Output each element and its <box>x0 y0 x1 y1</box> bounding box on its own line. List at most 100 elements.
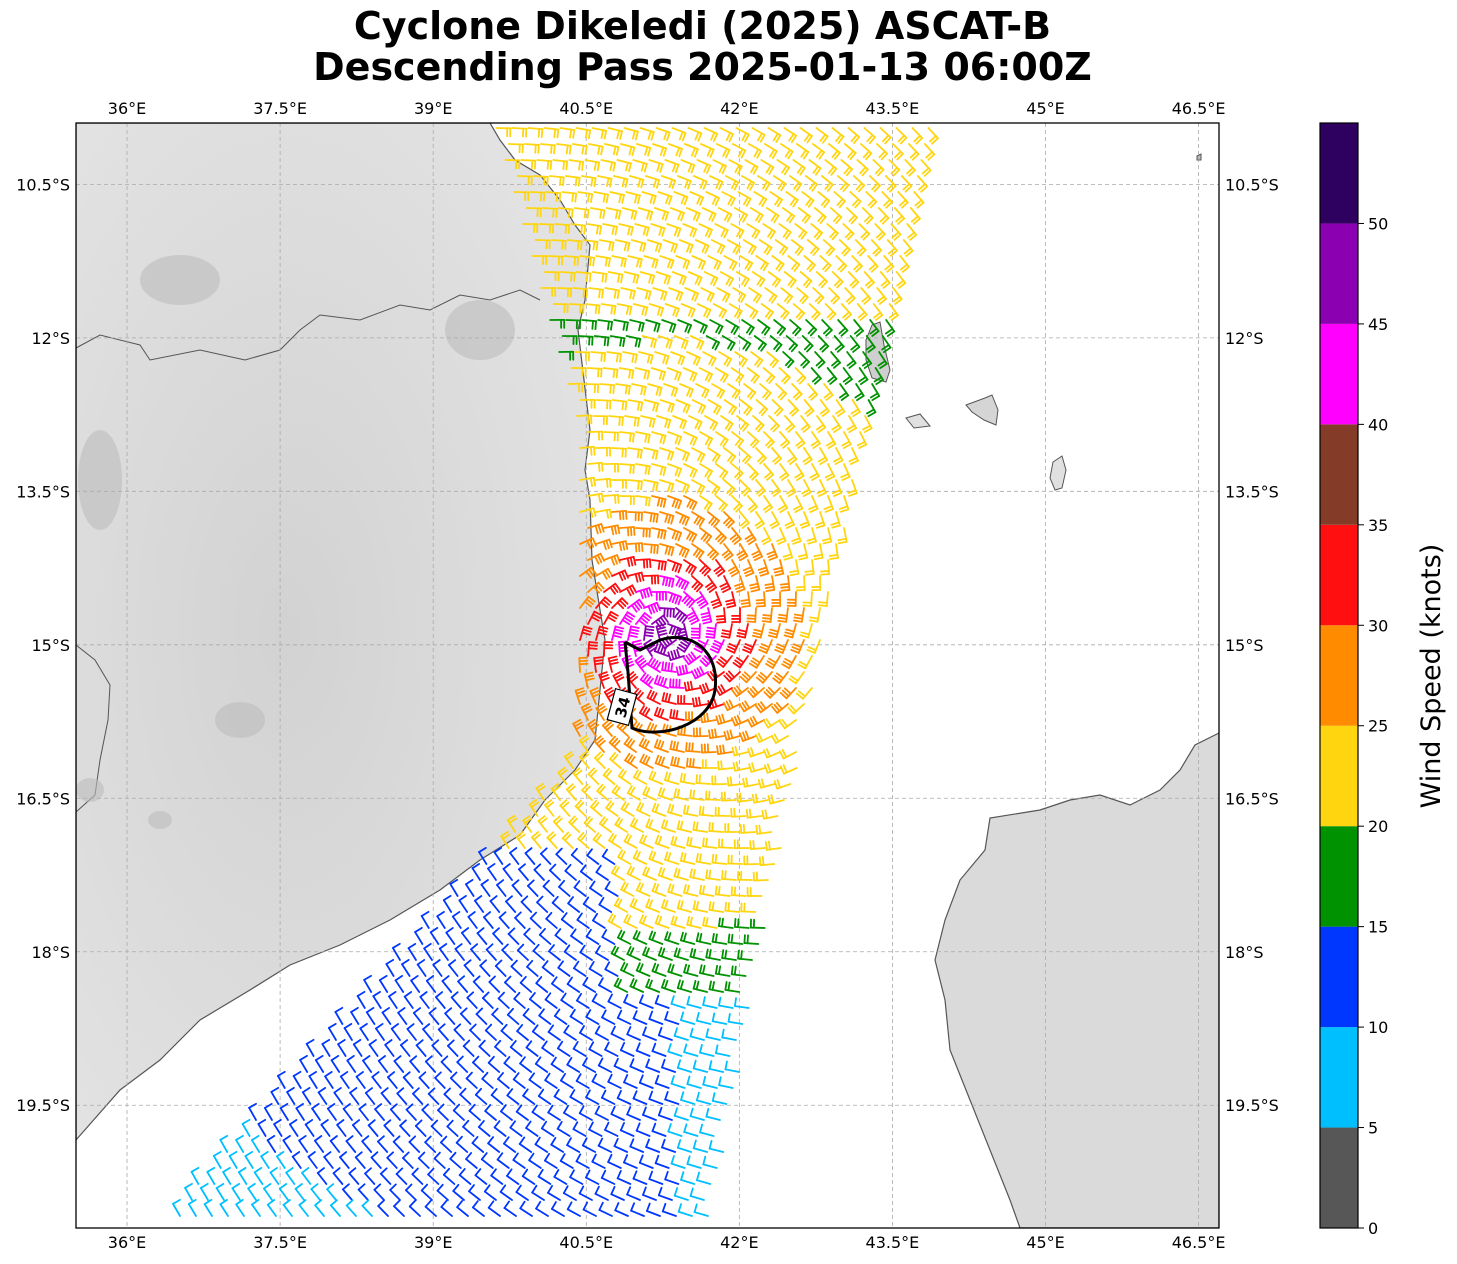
wind-barb-feather <box>645 867 650 877</box>
wind-barb-feather <box>478 846 487 853</box>
wind-barb-feather <box>652 401 657 412</box>
wind-barb-feather <box>709 550 717 559</box>
wind-barb-feather <box>613 628 624 633</box>
wind-barb-feather <box>436 910 445 918</box>
wind-barb-feather <box>253 1167 263 1174</box>
wind-barb-feather <box>738 703 745 713</box>
wind-barb-feather <box>604 256 608 267</box>
wind-barb-feather <box>644 756 651 766</box>
wind-barb-staff <box>545 917 558 929</box>
wind-barb-feather <box>796 474 805 481</box>
wind-barb-feather <box>698 518 705 527</box>
wind-barb-feather <box>699 602 709 609</box>
wind-barb-feather <box>485 943 494 951</box>
wind-barb-feather <box>709 648 719 654</box>
wind-barb-staff <box>664 1098 680 1105</box>
wind-barb-feather <box>673 836 678 846</box>
wind-barb-feather <box>555 191 559 202</box>
wind-barb-feather <box>677 531 683 542</box>
wind-barb-staff <box>380 1092 392 1105</box>
colorbar-frame <box>1319 122 1359 1229</box>
wind-barb-staff <box>308 1075 318 1089</box>
wind-barb-staff <box>497 997 510 1009</box>
wind-barb-feather <box>598 225 603 235</box>
wind-barb-feather <box>250 1134 260 1141</box>
wind-barb-feather <box>854 200 862 209</box>
wind-barb-feather <box>831 524 841 529</box>
wind-barb-feather <box>651 258 656 268</box>
wind-barb-feather <box>698 259 704 269</box>
wind-barb-feather <box>743 489 751 497</box>
wind-barb-feather <box>629 432 632 443</box>
wind-barb-feather <box>730 197 736 207</box>
wind-barb-feather <box>589 769 598 778</box>
wind-barb-feather <box>649 194 654 204</box>
wind-barb-feather <box>728 699 734 709</box>
wind-barb-feather <box>637 691 644 700</box>
wind-barb-feather <box>714 885 718 896</box>
wind-barb-feather <box>682 276 687 286</box>
wind-barb-staff <box>276 1074 286 1089</box>
wind-barb-feather <box>626 915 632 925</box>
wind-barb-feather <box>781 374 789 383</box>
wind-barb-staff <box>601 855 616 865</box>
wind-barb-feather <box>616 129 620 140</box>
wind-barb-feather <box>675 709 679 720</box>
wind-barb-feather <box>898 199 907 207</box>
wind-barb-feather <box>854 392 863 399</box>
wind-barb-feather <box>850 343 859 351</box>
wind-barb-feather <box>741 702 748 711</box>
wind-barb-feather <box>670 451 675 461</box>
wind-barb-feather <box>708 822 711 832</box>
wind-barb-feather <box>713 519 720 528</box>
wind-barb-feather <box>729 260 735 270</box>
wind-barb-staff <box>481 1077 494 1089</box>
wind-barb-feather <box>364 1167 372 1175</box>
wind-barb-feather <box>760 261 767 270</box>
wind-barb-feather <box>375 1023 384 1030</box>
wind-barb-feather <box>724 1060 728 1071</box>
wind-barb-feather <box>592 801 600 810</box>
wind-barb-feather <box>531 831 540 839</box>
wind-barb-feather <box>561 239 564 250</box>
wind-barb-feather <box>712 277 719 287</box>
wind-barb-feather <box>763 245 770 254</box>
wind-barb-staff <box>449 1157 462 1169</box>
wind-barb-feather <box>751 473 759 481</box>
wind-barb-feather <box>702 964 706 975</box>
wind-barb-staff <box>550 239 567 242</box>
wind-barb-staff <box>711 1020 728 1025</box>
wind-barb-feather <box>783 376 791 385</box>
wind-barb-feather <box>613 631 623 636</box>
wind-barb-feather <box>597 493 602 503</box>
wind-barb-feather <box>386 1151 395 1159</box>
wind-barb-feather <box>711 1012 716 1023</box>
wind-barb-feather <box>330 1055 340 1062</box>
wind-barb-feather <box>759 671 768 679</box>
wind-barb-feather <box>592 832 600 841</box>
wind-barb-feather <box>768 556 778 561</box>
wind-barb-feather <box>583 815 591 824</box>
wind-barb-feather <box>641 305 646 316</box>
wind-barb-feather <box>644 306 649 317</box>
wind-barb-staff <box>474 899 485 913</box>
wind-barb-feather <box>866 216 874 225</box>
wind-barb-feather <box>585 570 592 579</box>
colorbar-bin <box>1320 725 1358 827</box>
wind-barb-feather <box>659 497 664 508</box>
wind-barb-feather <box>392 1135 401 1143</box>
wind-barb-feather <box>773 569 784 574</box>
comoros-island-grande <box>865 321 891 383</box>
wind-barb-feather <box>662 645 668 656</box>
wind-barb-feather <box>744 133 750 143</box>
wind-barb-feather <box>742 213 748 223</box>
wind-barb-staff <box>547 1191 561 1201</box>
wind-barb-feather <box>579 751 588 759</box>
wind-barb-feather <box>785 423 794 431</box>
wind-barb-feather <box>477 1120 485 1128</box>
wind-barb-staff <box>500 1110 513 1121</box>
wind-barb-feather <box>713 404 719 414</box>
wind-barb-feather <box>738 229 745 239</box>
wind-barb-feather <box>603 721 612 729</box>
wind-barb-feather <box>692 228 698 238</box>
